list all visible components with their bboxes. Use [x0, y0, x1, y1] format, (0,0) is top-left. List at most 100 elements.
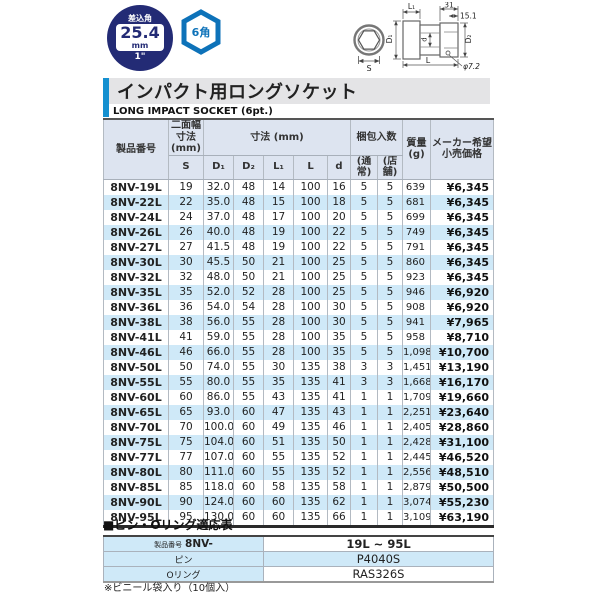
table-cell: 8NV-70L — [103, 419, 169, 435]
table-cell: 135 — [293, 464, 328, 480]
table-cell: 41.5 — [203, 239, 234, 255]
sub-header-d2: D₂ — [233, 155, 264, 180]
table-row: 8NV-26L 26 40.0 48 19 100 22 5 5 749 ¥6,345 — [103, 224, 495, 240]
table-cell: 8NV-30L — [103, 254, 169, 270]
table-cell: 8NV-32L — [103, 269, 169, 285]
table-cell: ¥16,170 — [430, 374, 495, 390]
sub-header-pack-store: (店舗) — [377, 155, 404, 180]
table-cell: 27 — [168, 239, 204, 255]
table-cell: 58 — [326, 479, 352, 495]
table-cell: 21 — [263, 254, 294, 270]
table-cell: 30 — [326, 314, 352, 330]
table-cell: 55 — [233, 314, 264, 330]
table-row: 8NV-19L 19 32.0 48 14 100 16 5 5 639 ¥6,345 — [103, 179, 495, 195]
table-cell: 55 — [233, 359, 264, 375]
table-row: 8NV-27L 27 41.5 48 19 100 22 5 5 791 ¥6,345 — [103, 239, 495, 255]
table-cell: 49 — [263, 419, 294, 435]
table-cell: 1 — [350, 419, 379, 435]
table-cell: 639 — [402, 179, 432, 195]
dim-s-label: S — [366, 64, 371, 72]
table-cell: 5 — [377, 239, 404, 255]
table-cell: 5 — [350, 239, 379, 255]
table-cell: 5 — [377, 314, 404, 330]
table-cell: ¥31,100 — [430, 434, 495, 450]
table-cell: ¥6,345 — [430, 224, 495, 240]
table-row: 8NV-95L 95 130.0 60 60 135 66 1 1 3,109 ¥63,190 — [103, 509, 495, 526]
table-cell: 80 — [168, 464, 204, 480]
sub-header-l1: L₁ — [263, 155, 294, 180]
table-cell: ¥23,640 — [430, 404, 495, 420]
table-cell: 50 — [233, 254, 264, 270]
table-row: ピン P4040S — [103, 551, 494, 567]
table-cell: ¥7,965 — [430, 314, 495, 330]
table-cell: 1 — [350, 389, 379, 405]
table-cell: 19 — [263, 224, 294, 240]
pin-row-product-label: 製品番号 8NV- — [103, 535, 264, 552]
table-cell: 77 — [168, 449, 204, 465]
table-cell: 16 — [326, 179, 352, 195]
dim-d1-label: D₁ — [385, 35, 394, 44]
table-cell: 46 — [168, 344, 204, 360]
table-cell: ¥28,860 — [430, 419, 495, 435]
table-cell: 135 — [293, 389, 328, 405]
table-cell: 5 — [350, 344, 379, 360]
table-cell: 946 — [402, 284, 432, 300]
sub-header-d: d — [326, 155, 352, 180]
table-cell: 50 — [326, 434, 352, 450]
dim-d-label: d — [421, 37, 429, 41]
table-cell: ¥6,345 — [430, 239, 495, 255]
table-cell: 1 — [377, 509, 404, 526]
table-cell: 1 — [377, 434, 404, 450]
table-cell: 22 — [326, 239, 352, 255]
table-cell: 55 — [233, 389, 264, 405]
table-cell: 48 — [233, 209, 264, 225]
table-cell: 8NV-22L — [103, 194, 169, 210]
table-cell: 100 — [293, 269, 328, 285]
table-cell: 100 — [293, 284, 328, 300]
table-cell: 5 — [350, 284, 379, 300]
table-cell: 30 — [326, 299, 352, 315]
table-cell: 8NV-55L — [103, 374, 169, 390]
table-cell: 8NV-75L — [103, 434, 169, 450]
table-cell: 20 — [326, 209, 352, 225]
table-cell: 118.0 — [203, 479, 234, 495]
table-cell: 135 — [293, 494, 328, 510]
table-cell: 55 — [233, 329, 264, 345]
table-cell: ¥63,190 — [430, 509, 495, 526]
table-cell: 8NV-90L — [103, 494, 169, 510]
table-cell: 35.0 — [203, 194, 234, 210]
table-cell: 74.0 — [203, 359, 234, 375]
table-cell: 1 — [350, 449, 379, 465]
table-cell: 66.0 — [203, 344, 234, 360]
table-cell: ¥8,710 — [430, 329, 495, 345]
table-cell: 52.0 — [203, 284, 234, 300]
table-cell: 1 — [350, 479, 379, 495]
pin-oring-table: 製品番号 8NV- 19L ~ 95L ピン P4040S Oリング RAS32… — [103, 535, 494, 583]
table-row: 8NV-77L 77 107.0 60 55 135 52 1 1 2,445 ¥46,520 — [103, 449, 495, 465]
dim-151-label: 15.1 — [460, 12, 477, 21]
table-cell: 1 — [377, 404, 404, 420]
table-cell: 28 — [263, 329, 294, 345]
table-cell: 41 — [326, 389, 352, 405]
table-cell: 25 — [326, 284, 352, 300]
table-cell: 958 — [402, 329, 432, 345]
table-cell: 1 — [377, 494, 404, 510]
sub-header-pack-normal: (通常) — [350, 155, 379, 180]
vinyl-bag-footnote: ※ビニール袋入り（10個入） — [104, 583, 236, 594]
table-cell: 699 — [402, 209, 432, 225]
table-cell: 48 — [233, 194, 264, 210]
table-cell: 5 — [377, 269, 404, 285]
table-cell: 55 — [168, 374, 204, 390]
table-cell: 80.0 — [203, 374, 234, 390]
table-cell: 66 — [326, 509, 352, 526]
table-cell: 18 — [326, 194, 352, 210]
table-cell: 791 — [402, 239, 432, 255]
table-cell: 100 — [293, 254, 328, 270]
table-row: 製品番号 8NV- 19L ~ 95L — [103, 535, 494, 552]
table-cell: 3 — [350, 374, 379, 390]
table-row: 8NV-85L 85 118.0 60 58 135 58 1 1 2,879 ¥50,500 — [103, 479, 495, 495]
table-cell: 1 — [350, 509, 379, 526]
table-cell: 75 — [168, 434, 204, 450]
table-cell: 5 — [350, 314, 379, 330]
table-cell: 30 — [168, 254, 204, 270]
